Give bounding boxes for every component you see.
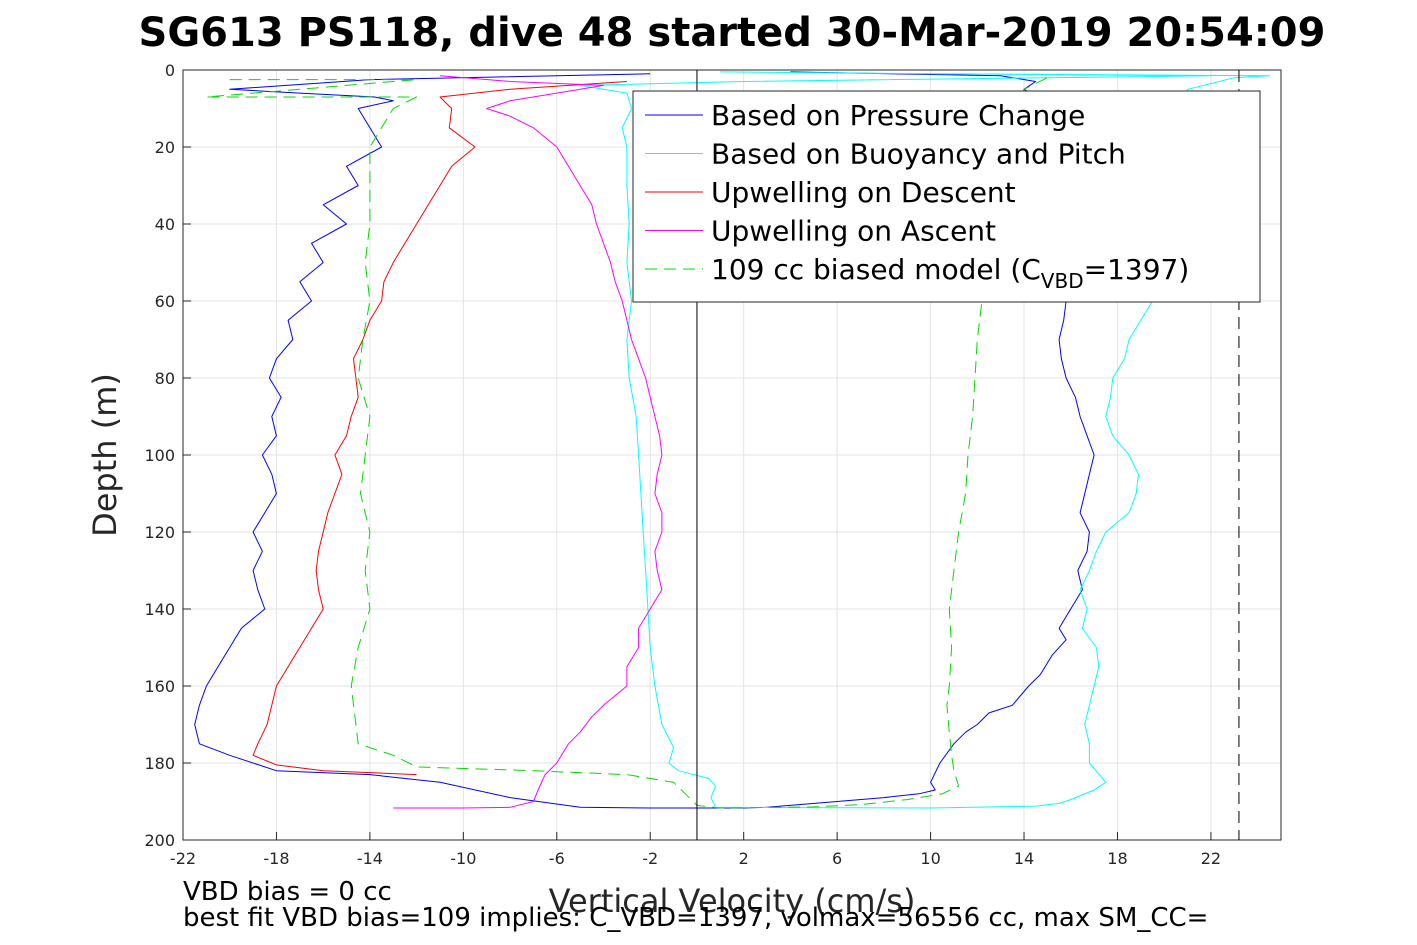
series-line-1 <box>579 71 1270 809</box>
x-axis-ticks: -22 -18 -14 -10 -6 -2 2 6 10 14 18 22 <box>170 832 1221 868</box>
x-tick-label: 6 <box>832 849 842 868</box>
y-tick-label: 0 <box>165 61 175 80</box>
legend-box <box>632 90 1261 303</box>
y-tick-label: 60 <box>155 292 175 311</box>
x-tick-label: -2 <box>642 849 658 868</box>
legend-label-4: 109 cc biased model (CVBD=1397) <box>711 253 1189 293</box>
y-tick-label: 20 <box>155 138 175 157</box>
legend: Based on Pressure Change Based on Buoyanc… <box>632 90 1261 303</box>
y-axis-ticks: 0 20 40 60 80 100 120 140 160 180 200 <box>144 61 191 850</box>
x-tick-label: -18 <box>263 849 289 868</box>
x-tick-label: 18 <box>1107 849 1127 868</box>
series-line-3 <box>393 75 663 809</box>
legend-label-1: Based on Buoyancy and Pitch <box>711 138 1126 171</box>
y-tick-label: 180 <box>144 754 175 773</box>
x-tick-label: 10 <box>920 849 940 868</box>
y-tick-label: 140 <box>144 600 175 619</box>
x-tick-label: -10 <box>450 849 476 868</box>
y-tick-label: 200 <box>144 831 175 850</box>
y-tick-label: 120 <box>144 523 175 542</box>
y-tick-label: 160 <box>144 677 175 696</box>
y-tick-label: 80 <box>155 369 175 388</box>
y-tick-label: 100 <box>144 446 175 465</box>
x-tick-label: -6 <box>549 849 565 868</box>
x-tick-label: 22 <box>1201 849 1221 868</box>
x-tick-label: 14 <box>1014 849 1034 868</box>
chart-title: SG613 PS118, dive 48 started 30-Mar-2019… <box>139 10 1326 56</box>
y-tick-label: 40 <box>155 215 175 234</box>
x-tick-label: 2 <box>739 849 749 868</box>
series-line-2 <box>252 81 627 776</box>
note-best-fit: best fit VBD bias=109 implies: C_VBD=139… <box>183 903 1209 933</box>
series-group <box>194 71 1270 809</box>
legend-label-0: Based on Pressure Change <box>711 99 1085 132</box>
legend-label-3: Upwelling on Ascent <box>711 215 996 248</box>
note-vbd-bias: VBD bias = 0 cc <box>183 877 392 907</box>
x-tick-label: -14 <box>357 849 383 868</box>
x-tick-label: -22 <box>170 849 196 868</box>
x-axis-label: Vertical Velocity (cm/s) <box>549 882 916 920</box>
y-axis-label: Depth (m) <box>86 373 124 537</box>
legend-label-2: Upwelling on Descent <box>711 176 1016 209</box>
